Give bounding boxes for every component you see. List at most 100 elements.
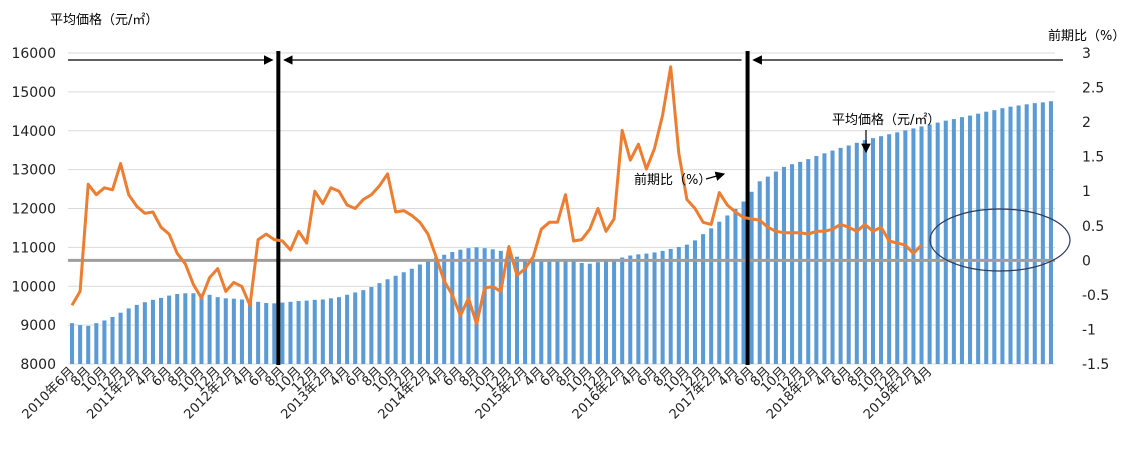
bar [223,298,228,364]
bar [781,166,787,364]
bar [951,119,956,365]
bar [1000,108,1005,364]
bar [280,302,285,364]
bar [482,248,487,364]
bar [248,301,253,364]
bar [231,298,236,364]
bar [879,136,884,364]
bar [353,292,358,364]
bar [256,301,261,364]
bar [401,272,406,364]
bar [822,153,827,364]
bar [142,302,147,364]
bar [652,252,657,364]
bar [773,171,778,364]
bar [943,120,948,364]
bar [191,293,196,364]
left-tick-label: 9000 [20,318,56,334]
bar [183,293,188,364]
bar [927,124,932,364]
bar [110,316,115,364]
bar [765,176,770,364]
bar [790,164,795,364]
bar [94,323,99,364]
bar [369,287,374,364]
bar [466,248,471,364]
bar [757,181,762,364]
bar [547,261,552,364]
left-tick-label: 12000 [11,202,56,218]
right-tick-label: 2 [1082,115,1091,131]
bar [264,302,269,364]
left-tick-label: 10000 [11,279,56,295]
bar [660,250,665,364]
bar [968,115,973,365]
bar [555,261,560,364]
bar [328,298,333,364]
bar [1016,105,1021,364]
bar [514,256,520,364]
highlight-ellipse [929,208,1071,272]
bar [474,247,479,364]
bar [636,254,641,364]
left-axis-label: 平均価格（元/㎡） [50,12,158,28]
left-tick-label: 11000 [11,240,56,256]
bar [701,234,706,364]
bar [288,301,293,364]
bar [272,303,277,364]
right-tick-label: -1.5 [1082,357,1109,373]
bar [199,293,204,364]
bar [595,262,600,364]
bar [167,295,172,364]
bar [409,268,414,364]
bar [717,221,722,364]
bar [684,244,689,364]
bar [150,299,155,364]
bar-annotation-label: 平均価格（元/㎡） [832,112,940,128]
left-tick-label: 16000 [11,46,56,62]
bar [442,254,447,364]
bar [296,301,301,364]
bar [854,142,859,364]
bar [304,300,309,364]
bar [239,299,244,364]
bar [1024,104,1029,364]
bar [984,111,989,364]
bar [959,117,964,364]
bar [571,260,576,364]
bar [620,257,625,364]
bar [887,134,892,364]
bar [1032,103,1037,365]
bar [846,145,851,364]
bar [450,252,455,364]
bar [668,248,673,364]
bar [1048,101,1053,364]
bar [126,308,131,364]
bar [377,283,382,364]
bar [539,261,544,364]
bar [417,264,422,364]
left-tick-label: 8000 [20,357,56,373]
bar [134,304,139,364]
bar [1040,102,1045,364]
x-axis-ticks: 2010年6月8月10月12月2011年2月4月6月8月10月12月2012年2… [20,364,936,422]
right-tick-label: 0.5 [1082,219,1104,235]
bar [86,325,91,364]
right-axis-label: 前期比（%） [1048,28,1125,44]
bar [498,250,503,364]
bar [215,297,220,364]
period-dividers [276,51,750,365]
bar [434,257,439,364]
bar [70,323,75,364]
bar [78,325,83,364]
bar [506,253,511,364]
right-tick-label: -0.5 [1082,288,1109,304]
bar [320,299,325,364]
right-tick-label: 1.5 [1082,150,1104,166]
bar [603,259,609,364]
right-axis-ticks: -1.5 -1 -0.5 0 0.5 1 1.5 2 2.5 3 [1082,46,1109,373]
line-annotation-label: 前期比（%） [634,172,711,188]
bar [749,191,754,364]
bar [118,312,123,364]
